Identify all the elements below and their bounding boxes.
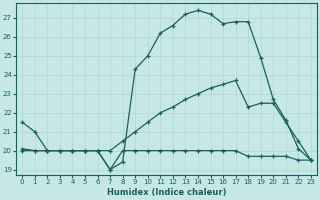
X-axis label: Humidex (Indice chaleur): Humidex (Indice chaleur) — [107, 188, 226, 197]
